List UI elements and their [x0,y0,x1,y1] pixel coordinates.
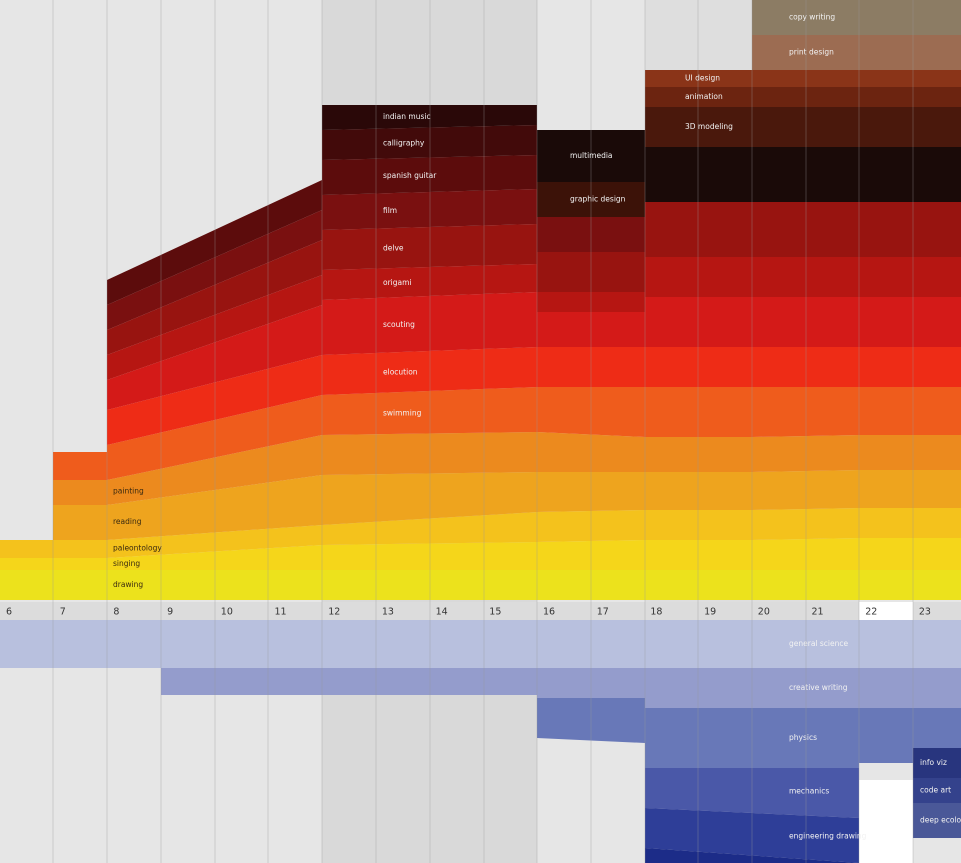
age-label: 21 [812,607,824,618]
age-label: 23 [919,607,931,618]
age-label: 15 [489,607,501,618]
layer-label: swimming [383,408,422,417]
layer-label: singing [113,559,140,568]
layer-label: copy writing [789,13,835,22]
layer-label: code art [920,786,951,795]
layer-label: general science [789,639,848,648]
layer-label: graphic design [570,195,626,204]
age-label: 17 [597,607,609,618]
layer-label: UI design [685,74,720,83]
age-label: 10 [221,607,233,618]
age-label: 9 [167,607,173,618]
age-label: 20 [758,607,770,618]
age-axis [0,602,961,620]
layer-band [0,347,961,540]
layer-label: drawing [113,580,143,589]
age-label: 6 [6,607,12,618]
layer-label: physics [789,733,817,742]
age-label: 11 [275,607,287,618]
layer-label: indian music [383,112,431,121]
layer-label: paleontology [113,544,162,553]
age-label: 14 [436,607,448,618]
age-label: 7 [60,607,66,618]
age-label: 13 [382,607,394,618]
layer-label: film [383,206,397,215]
layer-band [0,105,961,540]
layer-band [0,570,961,600]
age-highlight [859,602,913,620]
layer-label: spanish guitar [383,171,437,180]
layer-label: scouting [383,320,415,329]
layer-band [0,538,961,570]
layer-band [0,292,961,540]
age-label: 18 [650,607,662,618]
layer-label: animation [685,92,723,101]
layer-label: reading [113,517,142,526]
layer-band [0,432,961,540]
layer-label: multimedia [570,151,613,160]
layer-label: mechanics [789,786,829,795]
layer-label: painting [113,486,144,495]
age-label: 8 [113,607,119,618]
layer-label: info viz [920,758,947,767]
age-label: 12 [328,607,340,618]
layer-band [0,620,961,668]
layer-band [0,470,961,540]
age-label: 19 [704,607,716,618]
layer-label: origami [383,278,412,287]
white-gap [859,780,913,863]
layer-band [0,668,961,863]
layer-label: creative writing [789,683,848,692]
layer-band [0,668,961,768]
age-label: 22 [865,607,877,618]
layer-label: deep ecology [920,816,961,825]
layer-label: delve [383,243,404,252]
layer-band [0,668,961,818]
layer-band [0,508,961,558]
layer-label: engineering drawing [789,831,867,840]
layer-label: elocution [383,368,418,377]
layer-label: calligraphy [383,139,425,148]
layer-band [0,202,961,540]
layer-band [0,668,961,708]
layer-band [0,387,961,540]
layer-label: print design [789,48,834,57]
layer-label: 3D modeling [685,122,733,131]
layer-band [0,257,961,540]
age-label: 16 [543,607,555,618]
